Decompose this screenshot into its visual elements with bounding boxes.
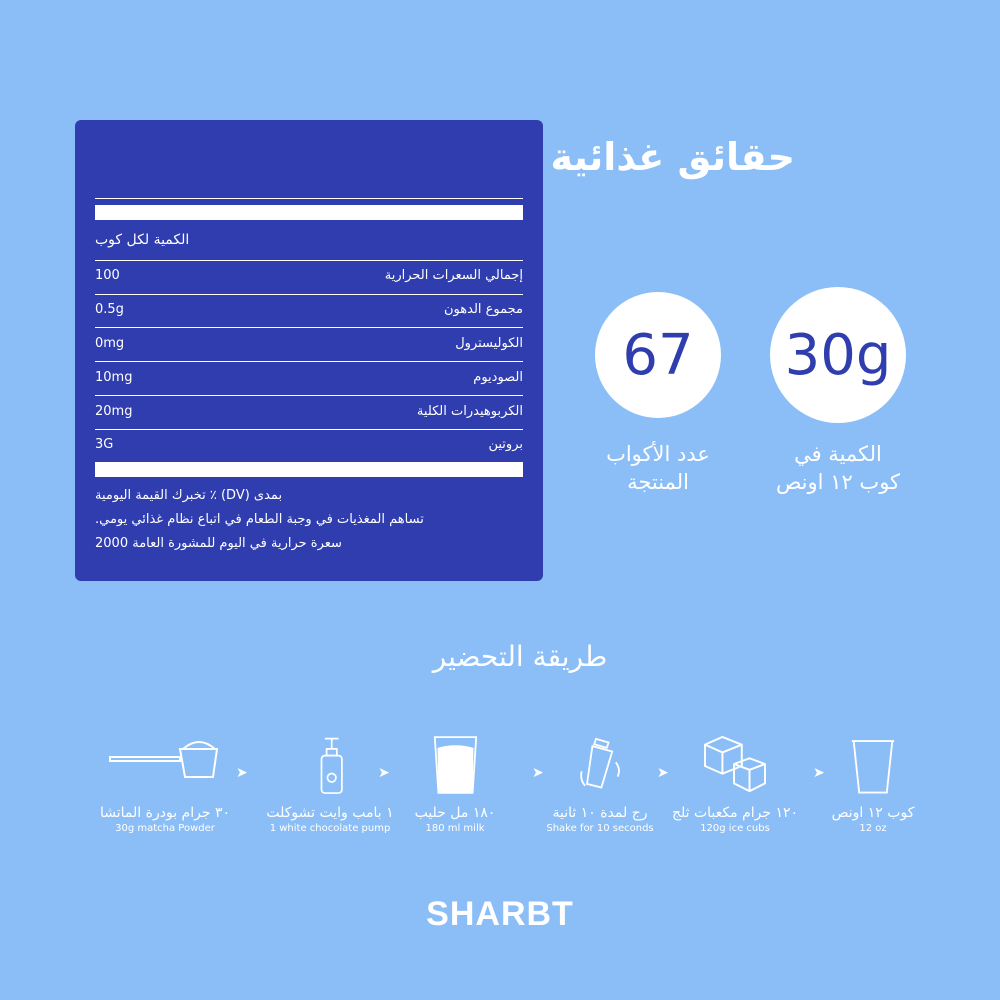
label-line: المنتجة — [627, 470, 689, 494]
nutrition-row: إجمالي السعرات الحرارية 100 — [95, 265, 523, 285]
step-label-ar: ١٨٠ مل حليب — [414, 805, 496, 821]
row-label: إجمالي السعرات الحرارية — [384, 267, 523, 283]
cups-count-circle: 67 — [595, 292, 721, 418]
divider-bar — [95, 205, 523, 220]
serving-size-label: الكمية في كوب ١٢ اونص — [748, 440, 928, 496]
step-pump: ١ بامب وايت تشوكلت 1 white chocolate pum… — [245, 735, 415, 834]
nutrition-row: الكوليسترول 0mg — [95, 333, 523, 353]
note-line: تساهم المغذيات في وجبة الطعام في اتباع ن… — [95, 512, 424, 527]
step-cup: كوب ١٢ اونص 12 oz — [788, 735, 958, 834]
pump-bottle-icon — [320, 737, 343, 794]
cups-count-label: عدد الأكواب المنتجة — [568, 440, 748, 496]
step-label-ar: رج لمدة ١٠ ثانية — [552, 805, 648, 821]
step-shake: رج لمدة ١٠ ثانية Shake for 10 seconds — [515, 735, 685, 834]
step-label-en: 30g matcha Powder — [115, 823, 215, 834]
nutrition-row: الكربوهيدرات الكلية 20mg — [95, 401, 523, 421]
preparation-title: طريقة التحضير — [432, 640, 608, 673]
scoop-icon — [109, 741, 219, 778]
step-label-ar: ١ بامب وايت تشوكلت — [266, 805, 394, 821]
step-ice: ١٢٠ جرام مكعبات ثلج 120g ice cubs — [650, 735, 820, 834]
nutrition-row: الصوديوم 10mg — [95, 367, 523, 387]
nutrition-row: مجموع الدهون 0.5g — [95, 299, 523, 319]
row-label: الصوديوم — [473, 369, 523, 385]
step-label-ar: ١٢٠ جرام مكعبات ثلج — [671, 805, 799, 821]
nutrition-title: حقائق غذائية — [550, 135, 795, 179]
step-milk: ١٨٠ مل حليب 180 ml milk — [370, 735, 540, 834]
divider — [95, 294, 523, 295]
step-label-ar: ٣٠ جرام بودرة الماتشا — [100, 805, 230, 821]
arrow-icon: ➤ — [378, 765, 390, 781]
row-value: 20mg — [95, 403, 133, 419]
step-label-ar: كوب ١٢ اونص — [831, 805, 915, 821]
milk-glass-icon — [433, 736, 477, 794]
note-line: بمدى (DV) ٪ تخبرك القيمة اليومية — [95, 488, 283, 503]
step-label-en: 120g ice cubs — [700, 823, 770, 834]
row-label: بروتين — [488, 436, 523, 452]
step-label-en: 1 white chocolate pump — [269, 823, 391, 834]
row-value: 0.5g — [95, 301, 124, 317]
row-label: الكربوهيدرات الكلية — [416, 403, 523, 419]
divider — [95, 198, 523, 199]
step-label-en: 12 oz — [859, 823, 887, 834]
label-line: كوب ١٢ اونص — [775, 470, 901, 494]
divider — [95, 395, 523, 396]
shaker-icon — [579, 737, 620, 789]
serving-size-circle: 30g — [770, 287, 906, 423]
row-value: 3G — [95, 436, 114, 452]
divider — [95, 361, 523, 362]
divider — [95, 260, 523, 261]
note-line: سعرة حرارية في اليوم للمشورة العامة 2000 — [95, 536, 342, 551]
row-label: الكوليسترول — [455, 335, 523, 351]
ice-cubes-icon — [704, 735, 766, 793]
arrow-icon: ➤ — [657, 765, 669, 781]
divider — [95, 327, 523, 328]
divider — [95, 429, 523, 430]
step-label-en: 180 ml milk — [425, 823, 485, 834]
step-matcha: ٣٠ جرام بودرة الماتشا 30g matcha Powder — [80, 735, 250, 834]
arrow-icon: ➤ — [532, 765, 544, 781]
row-value: 10mg — [95, 369, 133, 385]
step-label-en: Shake for 10 seconds — [546, 823, 654, 834]
divider-bar — [95, 462, 523, 477]
arrow-icon: ➤ — [236, 765, 248, 781]
serving-label: الكمية لكل كوب — [95, 232, 190, 248]
label-line: الكمية في — [794, 442, 882, 466]
brand-logo: SHARBT — [426, 895, 574, 933]
nutrition-row: بروتين 3G — [95, 434, 523, 454]
nutrition-facts-panel: الكمية لكل كوب إجمالي السعرات الحرارية 10… — [75, 120, 543, 581]
row-value: 0mg — [95, 335, 125, 351]
cup-icon — [851, 740, 895, 794]
arrow-icon: ➤ — [813, 765, 825, 781]
label-line: عدد الأكواب — [606, 442, 710, 466]
row-value: 100 — [95, 267, 120, 283]
row-label: مجموع الدهون — [444, 301, 523, 317]
